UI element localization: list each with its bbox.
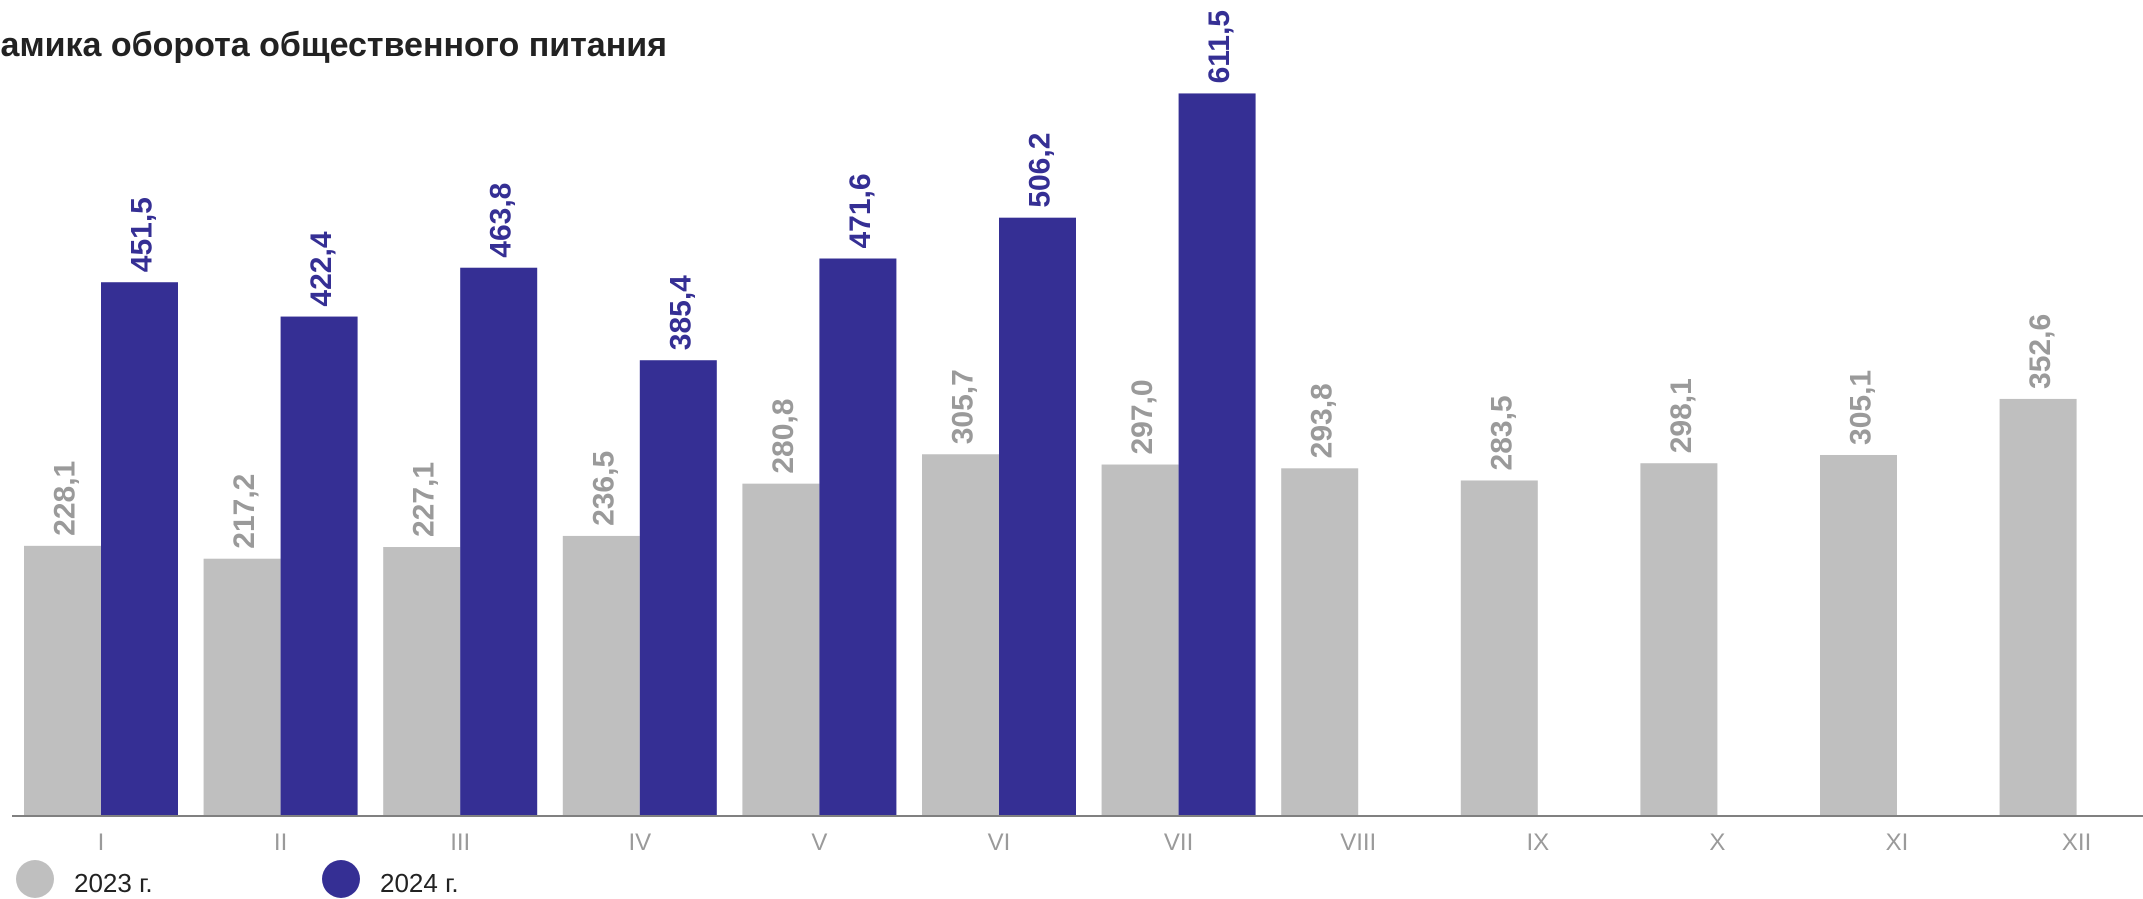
data-label-2023-III: 227,1 bbox=[408, 462, 441, 537]
data-label-2024-V: 471,6 bbox=[844, 173, 877, 248]
data-label-2023-VI: 305,7 bbox=[947, 369, 980, 444]
data-label-2024-IV: 385,4 bbox=[664, 275, 697, 350]
x-tick-label-II: II bbox=[274, 829, 287, 856]
bar-2024-II bbox=[280, 316, 358, 815]
bar-2024-V bbox=[819, 258, 897, 816]
bar-2023-I bbox=[24, 545, 101, 815]
x-tick-label-XI: XI bbox=[1886, 829, 1909, 856]
legend-item-2023: 2023 г. bbox=[16, 860, 153, 898]
bar-2023-V bbox=[742, 483, 820, 815]
bar-2023-III bbox=[383, 547, 461, 815]
x-tick-label-IX: IX bbox=[1526, 829, 1549, 856]
bar-2023-VI bbox=[922, 454, 999, 815]
data-label-2024-VI: 506,2 bbox=[1024, 133, 1057, 208]
legend-label-2024: 2024 г. bbox=[380, 867, 459, 898]
bar-2024-IV bbox=[639, 360, 717, 815]
data-label-2023-VIII: 293,8 bbox=[1306, 383, 1339, 458]
bar-2023-XII bbox=[1999, 398, 2077, 815]
x-tick-label-I: I bbox=[98, 829, 105, 856]
legend-label-2023: 2023 г. bbox=[74, 867, 153, 898]
data-label-2023-IV: 236,5 bbox=[587, 451, 620, 526]
data-label-2023-II: 217,2 bbox=[228, 474, 261, 549]
bar-2023-IV bbox=[562, 535, 640, 815]
data-label-2023-I: 228,1 bbox=[49, 461, 82, 536]
bar-2023-VIII bbox=[1281, 468, 1359, 815]
data-label-2023-VII: 297,0 bbox=[1126, 379, 1159, 454]
legend-swatch-2023 bbox=[16, 860, 54, 898]
x-tick-label-IV: IV bbox=[628, 829, 651, 856]
legend-swatch-2024 bbox=[322, 860, 360, 898]
x-tick-label-V: V bbox=[811, 829, 827, 856]
data-label-2024-III: 463,8 bbox=[485, 183, 518, 258]
bar-2023-XI bbox=[1820, 454, 1897, 815]
data-label-2023-XII: 352,6 bbox=[2024, 314, 2057, 389]
data-label-2023-X: 298,1 bbox=[1665, 378, 1698, 453]
data-label-2023-XI: 305,1 bbox=[1845, 370, 1878, 445]
data-label-2024-I: 451,5 bbox=[126, 197, 159, 272]
x-tick-label-VI: VI bbox=[988, 829, 1011, 856]
x-tick-label-X: X bbox=[1709, 829, 1725, 856]
x-tick-label-XII: XII bbox=[2062, 829, 2091, 856]
bar-2024-VII bbox=[1178, 93, 1256, 816]
x-tick-label-VIII: VIII bbox=[1340, 829, 1376, 856]
bar-2023-II bbox=[203, 558, 281, 815]
x-tick-label-III: III bbox=[450, 829, 470, 856]
bar-2023-IX bbox=[1460, 480, 1538, 815]
data-label-2023-IX: 283,5 bbox=[1485, 395, 1518, 470]
legend-item-2024: 2024 г. bbox=[322, 860, 459, 898]
bar-2023-VII bbox=[1101, 464, 1179, 815]
data-label-2024-II: 422,4 bbox=[305, 231, 338, 306]
bar-2024-III bbox=[460, 267, 538, 815]
bar-2023-X bbox=[1640, 463, 1718, 815]
data-label-2023-V: 280,8 bbox=[767, 399, 800, 474]
data-label-2024-VII: 611,5 bbox=[1203, 10, 1236, 83]
bar-2024-VI bbox=[999, 217, 1076, 815]
chart-title: намика оборота общественного питания bbox=[0, 26, 667, 64]
bar-2024-I bbox=[101, 282, 178, 816]
x-tick-label-VII: VII bbox=[1164, 829, 1193, 856]
